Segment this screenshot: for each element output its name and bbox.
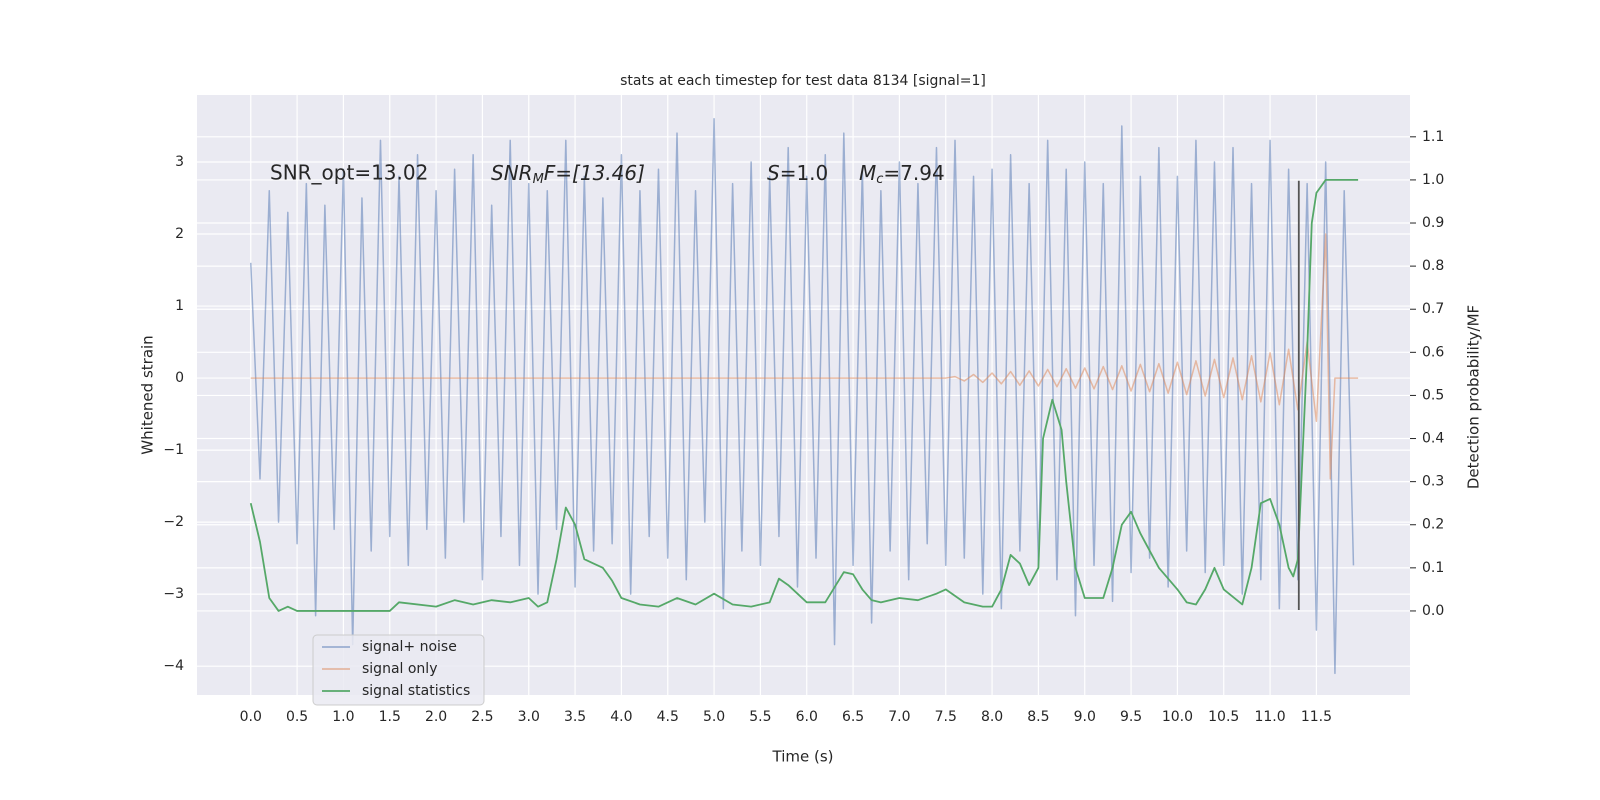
x-tick-label: 8.0 bbox=[981, 709, 1003, 725]
y-tick-label: −4 bbox=[163, 658, 184, 674]
y2-tick-label: 0.1 bbox=[1422, 560, 1444, 576]
annotation-part: F=[13.46] bbox=[544, 161, 645, 185]
x-tick-label: 10.0 bbox=[1162, 709, 1193, 725]
series-line bbox=[250, 233, 1359, 480]
annotation-part: =1.0 bbox=[780, 161, 829, 185]
y2-tick-label: 0.6 bbox=[1422, 344, 1444, 360]
annotation-part: c bbox=[876, 172, 883, 187]
marks bbox=[249, 118, 1359, 675]
annotation: SNRMF=[13.46] bbox=[491, 161, 645, 187]
x-tick-label: 5.0 bbox=[703, 709, 725, 725]
y-tick-label: 2 bbox=[175, 226, 184, 242]
x-tick-label: 6.5 bbox=[842, 709, 864, 725]
x-tick-label: 6.0 bbox=[796, 709, 818, 725]
x-tick-label: 0.5 bbox=[286, 709, 308, 725]
legend-label: signal+ noise bbox=[362, 639, 457, 655]
x-tick-label: 7.5 bbox=[935, 709, 957, 725]
y2-tick-label: 0.5 bbox=[1422, 387, 1444, 403]
y2-axis-label: Detection probability/MF bbox=[1465, 305, 1483, 489]
legend: signal+ noise signal only signal statistic… bbox=[312, 634, 485, 706]
chart-title: stats at each timestep for test data 813… bbox=[620, 73, 986, 89]
annotation-part: S bbox=[767, 161, 780, 185]
x-tick-label: 11.5 bbox=[1301, 709, 1332, 725]
y2-tick-label: 0.7 bbox=[1422, 301, 1444, 317]
annotation-part: =7.94 bbox=[883, 161, 944, 185]
x-tick-label: 5.5 bbox=[749, 709, 771, 725]
annotation: SNR_opt=13.02 bbox=[270, 161, 428, 185]
x-tick-label: 0.0 bbox=[240, 709, 262, 725]
y2-tick-label: 0.9 bbox=[1422, 215, 1444, 231]
legend-box bbox=[312, 634, 485, 706]
legend-label: signal statistics bbox=[362, 683, 470, 699]
y2-tick-label: 0.4 bbox=[1422, 431, 1444, 447]
x-tick-label: 3.5 bbox=[564, 709, 586, 725]
x-tick-label: 1.5 bbox=[379, 709, 401, 725]
y2-tick-label: 0.3 bbox=[1422, 474, 1444, 490]
x-tick-label: 3.0 bbox=[518, 709, 540, 725]
x-tick-label: 11.0 bbox=[1254, 709, 1285, 725]
y-tick-label: 1 bbox=[175, 298, 184, 314]
y-tick-label: −1 bbox=[163, 442, 184, 458]
annotation-part: M bbox=[859, 161, 876, 185]
annotation: Mc=7.94 bbox=[859, 161, 945, 187]
y-tick-label: 0 bbox=[175, 370, 184, 386]
y-tick-label: 3 bbox=[175, 154, 184, 170]
x-tick-label: 4.5 bbox=[657, 709, 679, 725]
y2-tick-label: 1.0 bbox=[1422, 172, 1444, 188]
y-axis-label: Whitened strain bbox=[139, 335, 157, 454]
x-tick-label: 9.0 bbox=[1074, 709, 1096, 725]
series-line bbox=[250, 118, 1355, 675]
y-tick-label: −2 bbox=[163, 514, 184, 530]
y-tick-label: −3 bbox=[163, 586, 184, 602]
x-tick-label: 9.5 bbox=[1120, 709, 1142, 725]
y2-tick-label: 0.0 bbox=[1422, 603, 1444, 619]
x-tick-label: 2.0 bbox=[425, 709, 447, 725]
y2-tick-label: 0.2 bbox=[1422, 517, 1444, 533]
annotation-part: M bbox=[533, 172, 544, 187]
y2-tick-label: 0.8 bbox=[1422, 258, 1444, 274]
y2-tick-label: 1.1 bbox=[1422, 129, 1444, 145]
x-tick-label: 10.5 bbox=[1208, 709, 1239, 725]
annotation: S=1.0 bbox=[767, 161, 828, 185]
x-tick-label: 1.0 bbox=[332, 709, 354, 725]
x-tick-label: 2.5 bbox=[471, 709, 493, 725]
x-axis-label: Time (s) bbox=[772, 748, 834, 766]
series-line bbox=[249, 179, 1359, 612]
x-tick-label: 8.5 bbox=[1027, 709, 1049, 725]
annotation-part: SNR bbox=[491, 161, 533, 185]
x-tick-label: 7.0 bbox=[888, 709, 910, 725]
x-tick-label: 4.0 bbox=[610, 709, 632, 725]
legend-label: signal only bbox=[362, 661, 437, 677]
